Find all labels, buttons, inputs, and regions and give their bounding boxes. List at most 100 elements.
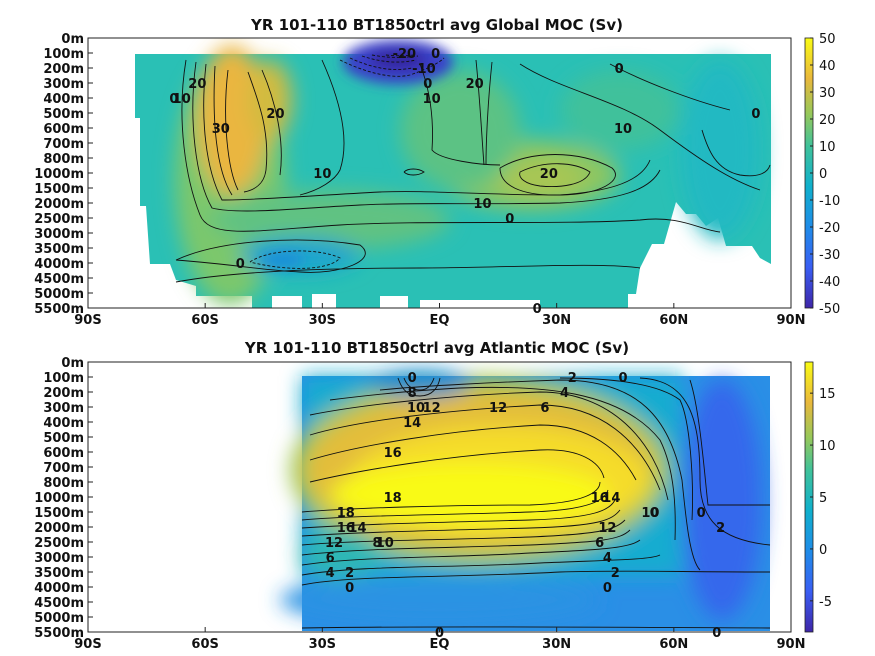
global-colorbar-tick-label: -40 [819, 275, 840, 290]
atlantic-contour-label: 16 [591, 491, 609, 506]
global-y-tick-label: 400m [43, 92, 84, 107]
atlantic-contour-label: 0 [619, 371, 628, 386]
atlantic-contour-label: 0 [697, 506, 706, 521]
global-y-axis: 0m100m200m300m400m500m600m700m800m1000m1… [34, 32, 93, 317]
atlantic-moc-panel: YR 101-110 BT1850ctrl avg Atlantic MOC (… [34, 339, 835, 652]
atlantic-contour-label: 2 [568, 371, 577, 386]
atlantic-y-tick-label: 2000m [34, 521, 84, 536]
global-y-tick-label: 3000m [34, 227, 84, 242]
global-contour-label: 0 [423, 77, 432, 92]
atlantic-contour-label: 14 [602, 491, 620, 506]
atlantic-x-tick-label: 30N [542, 637, 571, 652]
atlantic-contour-label: 10 [641, 506, 659, 521]
global-y-tick-label: 2000m [34, 197, 84, 212]
global-contour-label: 0 [236, 257, 245, 272]
atlantic-contour-label: 18 [337, 506, 355, 521]
atlantic-contour-label: 0 [435, 626, 444, 641]
atlantic-contour-label: 14 [348, 521, 366, 536]
atlantic-contour-label: 10 [376, 536, 394, 551]
global-y-tick-label: 1500m [34, 182, 84, 197]
global-contour-lines [175, 54, 771, 283]
global-y-tick-label: 300m [43, 77, 84, 92]
global-contour-label: 20 [540, 167, 558, 182]
atlantic-colorbar-tick-label: 0 [819, 543, 827, 558]
global-y-tick-label: 500m [43, 107, 84, 122]
global-contour-label: 30 [212, 122, 230, 137]
global-contour-label: 0 [169, 92, 178, 107]
atlantic-contour-label: 12 [325, 536, 343, 551]
atlantic-contour-label: 2 [345, 566, 354, 581]
atlantic-y-tick-label: 3500m [34, 566, 84, 581]
global-y-tick-label: 700m [43, 137, 84, 152]
atlantic-moc-field [280, 370, 771, 631]
global-x-tick-label: 60N [659, 313, 688, 328]
global-colorbar-tick-label: -10 [819, 194, 840, 209]
global-y-tick-label: 4000m [34, 257, 84, 272]
atlantic-contour-label: 0 [345, 581, 354, 596]
atlantic-contour-label: 8 [408, 386, 417, 401]
global-colorbar-tick-label: 10 [819, 140, 836, 155]
global-colorbar-tick-label: 0 [819, 167, 827, 182]
global-contour-label: 20 [466, 77, 484, 92]
atlantic-y-tick-label: 700m [43, 461, 84, 476]
atlantic-y-axis: 0m100m200m300m400m500m600m700m800m1000m1… [34, 356, 93, 641]
global-colorbar-tick-label: 20 [819, 113, 836, 128]
atlantic-y-tick-label: 400m [43, 416, 84, 431]
global-contour-label: 0 [533, 302, 542, 317]
atlantic-contour-label: 4 [603, 551, 612, 566]
atlantic-moc-title: YR 101-110 BT1850ctrl avg Atlantic MOC (… [244, 339, 629, 357]
global-y-tick-label: 600m [43, 122, 84, 137]
global-contour-label: 0 [431, 47, 440, 62]
global-x-tick-label: EQ [430, 313, 450, 328]
atlantic-y-tick-label: 200m [43, 386, 84, 401]
atlantic-y-tick-label: 4500m [34, 596, 84, 611]
atlantic-contour-label: 14 [403, 416, 421, 431]
atlantic-y-tick-label: 5000m [34, 611, 84, 626]
atlantic-colorbar-tick-label: 5 [819, 491, 827, 506]
atlantic-contour-label: 0 [408, 371, 417, 386]
global-colorbar-tick-label: 40 [819, 59, 836, 74]
global-contour-label: 20 [188, 77, 206, 92]
atlantic-contour-label: 4 [326, 566, 335, 581]
global-y-tick-label: 5500m [34, 302, 84, 317]
global-y-tick-label: 200m [43, 62, 84, 77]
global-contour-label: -10 [412, 62, 436, 77]
global-x-tick-label: 90N [777, 313, 806, 328]
global-contour-label: 10 [313, 167, 331, 182]
atlantic-contour-label: 2 [716, 521, 725, 536]
atlantic-contour-label: 2 [611, 566, 620, 581]
atlantic-y-tick-label: 100m [43, 371, 84, 386]
global-y-tick-label: 1000m [34, 167, 84, 182]
global-colorbar-tick-label: 30 [819, 86, 836, 101]
global-contour-label: 10 [614, 122, 632, 137]
global-x-tick-label: 90S [74, 313, 101, 328]
atlantic-colorbar-tick-label: -5 [819, 595, 832, 610]
atlantic-x-tick-label: 60N [659, 637, 688, 652]
atlantic-contour-label: 8 [372, 536, 381, 551]
global-moc-panel: YR 101-110 BT1850ctrl avg Global MOC (Sv… [34, 16, 840, 328]
atlantic-y-tick-label: 0m [61, 356, 84, 371]
global-x-tick-label: 60S [191, 313, 218, 328]
global-contour-label: 10 [423, 92, 441, 107]
atlantic-y-tick-label: 4000m [34, 581, 84, 596]
atlantic-contour-lines [301, 377, 771, 629]
atlantic-y-tick-label: 3000m [34, 551, 84, 566]
global-contour-label: 0 [751, 107, 760, 122]
global-contour-label: 10 [473, 197, 491, 212]
global-y-tick-label: 2500m [34, 212, 84, 227]
global-contour-label: -20 [393, 47, 417, 62]
atlantic-x-tick-label: 60S [191, 637, 218, 652]
global-moc-title: YR 101-110 BT1850ctrl avg Global MOC (Sv… [250, 16, 623, 34]
atlantic-contour-label: 18 [384, 491, 402, 506]
atlantic-contour-label: 6 [595, 536, 604, 551]
global-colorbar-tick-label: 50 [819, 32, 836, 47]
atlantic-y-tick-label: 2500m [34, 536, 84, 551]
global-x-tick-label: 30S [309, 313, 336, 328]
atlantic-y-tick-label: 5500m [34, 626, 84, 641]
atlantic-x-axis: 90S 60S 30S EQ 30N 60N 90N [74, 627, 805, 652]
global-x-tick-label: 30N [542, 313, 571, 328]
global-y-tick-label: 800m [43, 152, 84, 167]
